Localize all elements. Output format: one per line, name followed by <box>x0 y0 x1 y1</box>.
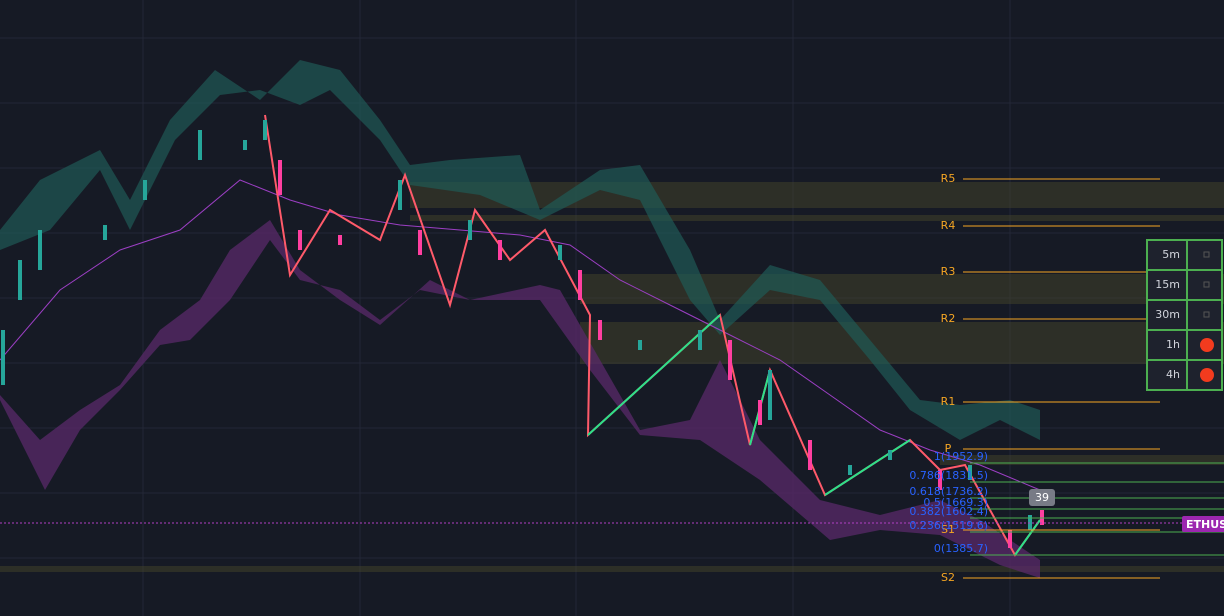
timeframe-label: 30m <box>1155 308 1180 321</box>
timeframe-table: 5m 15m 30m 1h 4h <box>1146 239 1223 391</box>
fib-label: 0.382(1602.4) <box>909 505 988 518</box>
basis-line <box>0 179 1041 491</box>
fib-label: 0.618(1736.2) <box>909 485 988 498</box>
timeframe-label: 1h <box>1166 338 1180 351</box>
status-dot <box>1200 368 1214 382</box>
pivot-label: R4 <box>941 219 956 232</box>
pivot-label: S2 <box>941 571 955 584</box>
symbol-tag-bg <box>1182 516 1224 532</box>
status-dot-off <box>1203 311 1210 318</box>
timeframe-label: 4h <box>1166 368 1180 381</box>
pivot-levels: R5 R4 R3 R2 R1 P S1 S2 <box>941 172 1160 584</box>
timeframe-cell <box>1146 359 1188 391</box>
timeframe-label: 15m <box>1155 278 1180 291</box>
fib-label: 0.5(1669.3) <box>923 496 988 509</box>
pivot-label: R1 <box>941 395 956 408</box>
pivot-label: S1 <box>941 523 955 536</box>
status-dot-off <box>1203 281 1210 288</box>
timeframe-cell <box>1146 269 1188 301</box>
status-dot-off <box>1203 251 1210 258</box>
pivot-label: R5 <box>941 172 956 185</box>
zigzag <box>264 114 1041 557</box>
lower-band <box>0 220 1040 578</box>
candles <box>1 120 1044 548</box>
pivot-label: R3 <box>941 265 956 278</box>
timeframe-label: 5m <box>1162 248 1180 261</box>
timeframe-cell <box>1146 299 1188 331</box>
upper-band <box>0 60 1040 440</box>
badge: 39 <box>1035 491 1049 504</box>
fib-label: 1(1952.9) <box>934 450 988 463</box>
fib-levels: 1(1952.9) 0.786(1831.5) 0.618(1736.2)0.5(1… <box>909 450 1224 556</box>
fib-label: 0.786(1831.5) <box>909 469 988 482</box>
pivot-label: P <box>945 442 952 455</box>
symbol-tag: ETHUSD <box>1186 518 1224 531</box>
badge-bg <box>1029 489 1055 506</box>
status-dot <box>1200 338 1214 352</box>
fib-label: 0.236(1519.6) <box>909 519 988 532</box>
fib-label: 0(1385.7) <box>934 542 988 555</box>
pivot-label: R2 <box>941 312 956 325</box>
